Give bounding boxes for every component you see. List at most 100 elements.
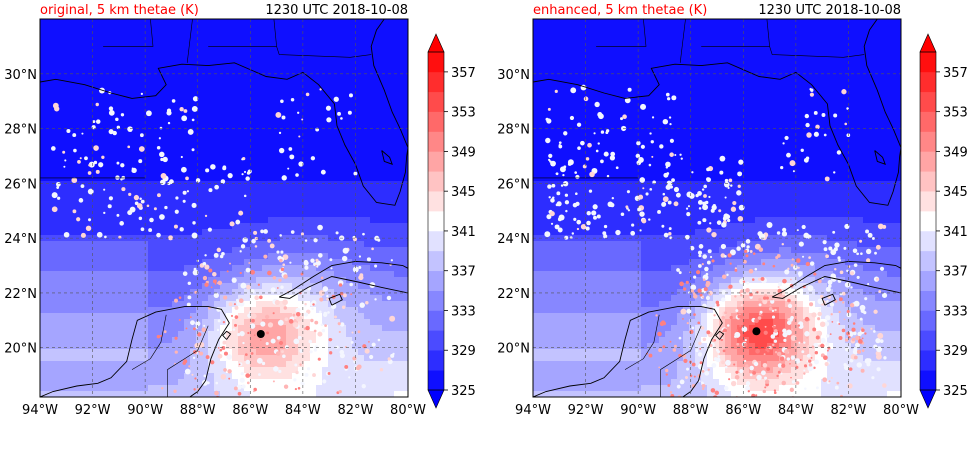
coastline-border1 [660, 325, 702, 397]
colorbar: 325 329 333 337 341 345 349 353 357 [919, 33, 968, 409]
panel-title-right: 1230 UTC 2018-10-08 [758, 3, 901, 18]
colorbar-band [428, 131, 444, 152]
x-tick-label: 84°W [778, 403, 814, 418]
thetae-field [40, 19, 408, 397]
colorbar-tick-label: 325 [943, 384, 968, 399]
colorbar-band [920, 230, 936, 252]
colorbar-tick-label: 357 [451, 66, 476, 81]
x-tick-label: 84°W [285, 403, 321, 418]
gridlines [40, 19, 408, 397]
colorbar-band [920, 131, 936, 152]
y-tick-label: 24°N [497, 232, 530, 247]
colorbar-band [428, 91, 444, 112]
map-panel-original: 94°W 92°W 90°W 88°W 86°W 84°W 82°W 80°W 20°N 22°N… [4, 3, 476, 418]
panel-title-left: original, 5 km thetae (K) [40, 3, 199, 18]
y-tick-label: 20°N [497, 342, 530, 357]
colorbar-band [920, 191, 936, 212]
colorbar-band [920, 211, 936, 232]
coastline-border6 [103, 19, 154, 47]
coastline-cozumel [715, 330, 725, 340]
colorbar-band [428, 330, 444, 351]
coastline-fl_east [370, 19, 408, 148]
colorbar-tick-label: 341 [943, 225, 968, 240]
y-tick-label: 22°N [497, 287, 530, 302]
colorbar-band [428, 111, 444, 132]
colorbar-band [428, 250, 444, 272]
coastline-youth [821, 293, 836, 306]
colorbar-extend-min [919, 389, 937, 409]
colorbar-band [920, 350, 936, 371]
colorbar-band [920, 151, 936, 172]
colorbar-band [920, 91, 936, 112]
colorbar-tick-label: 337 [451, 265, 476, 280]
x-tick-label: 88°W [180, 403, 216, 418]
y-tick-label: 22°N [4, 287, 37, 302]
y-tick-label: 20°N [4, 342, 37, 357]
coastline-ok [381, 150, 393, 165]
colorbar-band [920, 370, 936, 391]
colorbar-extend-max [919, 33, 937, 53]
colorbar-tick-label: 345 [943, 185, 968, 200]
colorbar-tick-label: 349 [943, 145, 968, 160]
colorbar-band [428, 71, 444, 93]
x-tick-label: 82°W [337, 403, 373, 418]
colorbar-tick-label: 353 [943, 106, 968, 121]
y-tick-label: 24°N [4, 232, 37, 247]
colorbar-tick-label: 353 [451, 106, 476, 121]
colorbar-band [428, 310, 444, 331]
coastline-border2 [624, 314, 660, 370]
colorbar-band [428, 211, 444, 232]
x-tick-label: 86°W [725, 403, 761, 418]
colorbar: 325 329 333 337 341 345 349 353 357 [427, 33, 476, 409]
coastline-border4 [208, 46, 372, 58]
coastline-border2 [131, 314, 167, 370]
colorbar-band [428, 52, 444, 73]
map-panel-enhanced: 94°W 92°W 90°W 88°W 86°W 84°W 82°W 80°W 20°N 22°N… [497, 3, 968, 418]
colorbar-band [920, 270, 936, 291]
panel-title-right: 1230 UTC 2018-10-08 [265, 3, 408, 18]
coastline-border4 [701, 46, 865, 58]
coastline-cuba_s [279, 276, 408, 299]
x-tick-label: 80°W [883, 403, 919, 418]
coastline-youth [328, 293, 343, 306]
colorbar-tick-label: 325 [451, 384, 476, 399]
coastline-border1 [167, 325, 209, 397]
coastline-cozumel [222, 330, 232, 340]
plot-frame [39, 18, 409, 398]
x-tick-label: 88°W [673, 403, 709, 418]
colorbar-band [920, 310, 936, 331]
gridlines [533, 19, 901, 397]
x-tick-label: 86°W [232, 403, 268, 418]
plot-frame [532, 18, 902, 398]
colorbar-band [920, 330, 936, 351]
coastline-yucatan [533, 306, 723, 397]
coastlines [533, 19, 901, 397]
colorbar-band [428, 350, 444, 371]
coastline-border7 [766, 19, 770, 47]
x-tick-label: 94°W [515, 403, 551, 418]
coastline-ok [874, 150, 886, 165]
x-tick-label: 90°W [127, 403, 163, 418]
colorbar-band [920, 171, 936, 192]
colorbar-band [920, 290, 936, 311]
coastline-gulf [533, 62, 901, 206]
coastline-border6 [596, 19, 647, 47]
colorbar-band [428, 171, 444, 192]
colorbar-tick-label: 357 [943, 66, 968, 81]
panel-title-left: enhanced, 5 km thetae (K) [533, 3, 707, 18]
coastline-fl_east [863, 19, 901, 148]
colorbar-extend-min [427, 389, 445, 409]
y-tick-label: 26°N [497, 177, 530, 192]
colorbar-tick-label: 349 [451, 145, 476, 160]
x-tick-label: 80°W [390, 403, 426, 418]
storm-center-marker [256, 330, 265, 338]
y-tick-label: 26°N [4, 177, 37, 192]
x-tick-label: 92°W [75, 403, 111, 418]
colorbar-band [428, 370, 444, 391]
colorbar-band [428, 151, 444, 172]
coastline-yucatan [40, 306, 230, 397]
coastline-border7 [273, 19, 277, 47]
thetae-field [533, 19, 901, 397]
colorbar-tick-label: 333 [943, 304, 968, 319]
